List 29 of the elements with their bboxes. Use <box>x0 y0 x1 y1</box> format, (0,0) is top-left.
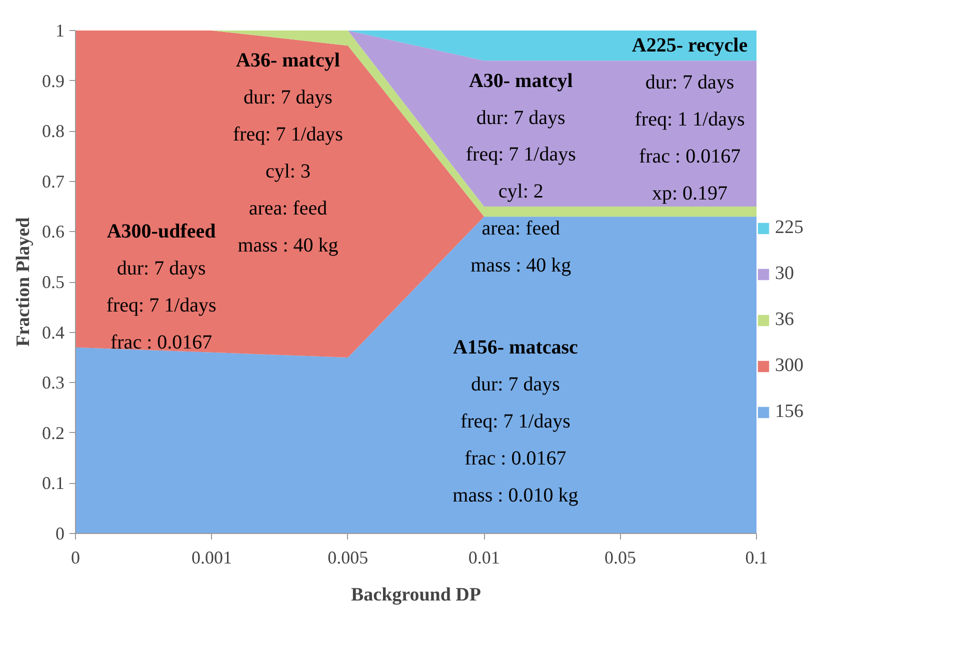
y-tick-label: 0.3 <box>42 372 64 393</box>
x-tick-label: 0.01 <box>468 548 500 568</box>
y-tick-label: 0.1 <box>42 473 64 494</box>
series-label: 156 <box>775 401 804 423</box>
annotation: A225- recycle dur: 7 days freq: 1 1/days frac : 0.0167 xp: 0.197 <box>632 34 748 204</box>
x-tick-label: 0.005 <box>328 548 368 568</box>
x-tick-label: 0.05 <box>604 548 636 568</box>
y-tick-label: 0 <box>56 524 64 544</box>
series-label: 300 <box>775 355 804 377</box>
series-label: 225 <box>775 217 804 239</box>
annotation: A36- matcyl dur: 7 days freq: 7 1/days cyl: 3 area: feed mass : 40 kg <box>232 50 344 257</box>
y-tick-label: 0.7 <box>42 171 64 192</box>
series-label: 36 <box>775 309 795 331</box>
y-tick-label: 1 <box>56 20 64 40</box>
annotation: A300-udfeed dur: 7 days freq: 7 1/days frac : 0.0167 <box>106 220 217 354</box>
annotation: A30- matcyl dur: 7 days freq: 7 1/days cyl: 2 area: feed mass : 40 kg <box>466 70 576 277</box>
y-tick-label: 0.6 <box>42 222 64 242</box>
x-tick-label: 0.001 <box>191 548 232 568</box>
y-tick-label: 0.9 <box>42 70 64 91</box>
x-tick-label: 0 <box>71 548 80 568</box>
x-tick-label: 0.1 <box>745 548 768 568</box>
y-tick-label: 0.4 <box>42 322 64 342</box>
y-tick-label: 0.5 <box>42 272 64 292</box>
series-label: 30 <box>775 263 795 285</box>
y-axis-title: Fraction Played <box>13 216 34 347</box>
x-axis-title: Background DP <box>350 584 482 606</box>
y-tick-label: 0.2 <box>42 422 64 443</box>
annotation: A156- matcasc dur: 7 days freq: 7 1/days frac : 0.0167 mass : 0.010 kg <box>452 336 578 506</box>
y-tick-label: 0.8 <box>42 121 64 142</box>
